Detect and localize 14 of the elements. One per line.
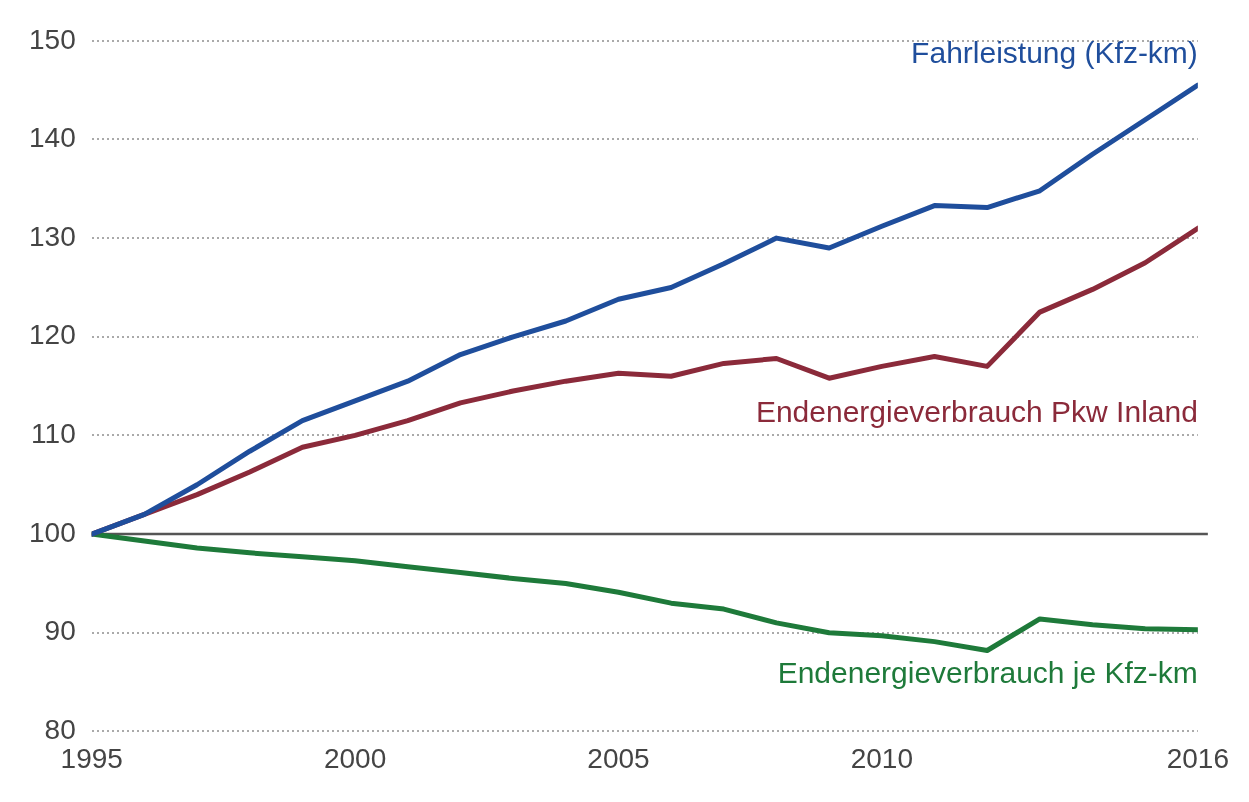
y-tick-label: 110 [31, 418, 76, 450]
x-tick-label: 2016 [1166, 742, 1229, 774]
y-tick-label: 90 [44, 615, 76, 647]
y-tick-label: 150 [29, 23, 76, 55]
y-tick-label: 130 [29, 220, 76, 252]
series-label: Endenergieverbrauch je Kfz-km [777, 656, 1198, 690]
y-tick-label: 120 [29, 319, 76, 351]
x-tick-label: 2010 [850, 742, 913, 774]
x-tick-label: 2000 [323, 742, 387, 774]
series-label: Fahrleistung (Kfz-km) [911, 36, 1198, 70]
series-label: Endenergieverbrauch Pkw Inland [755, 394, 1198, 428]
x-tick-label: 2005 [587, 742, 650, 774]
y-tick-label: 100 [29, 516, 76, 548]
y-tick-label: 140 [29, 122, 76, 154]
